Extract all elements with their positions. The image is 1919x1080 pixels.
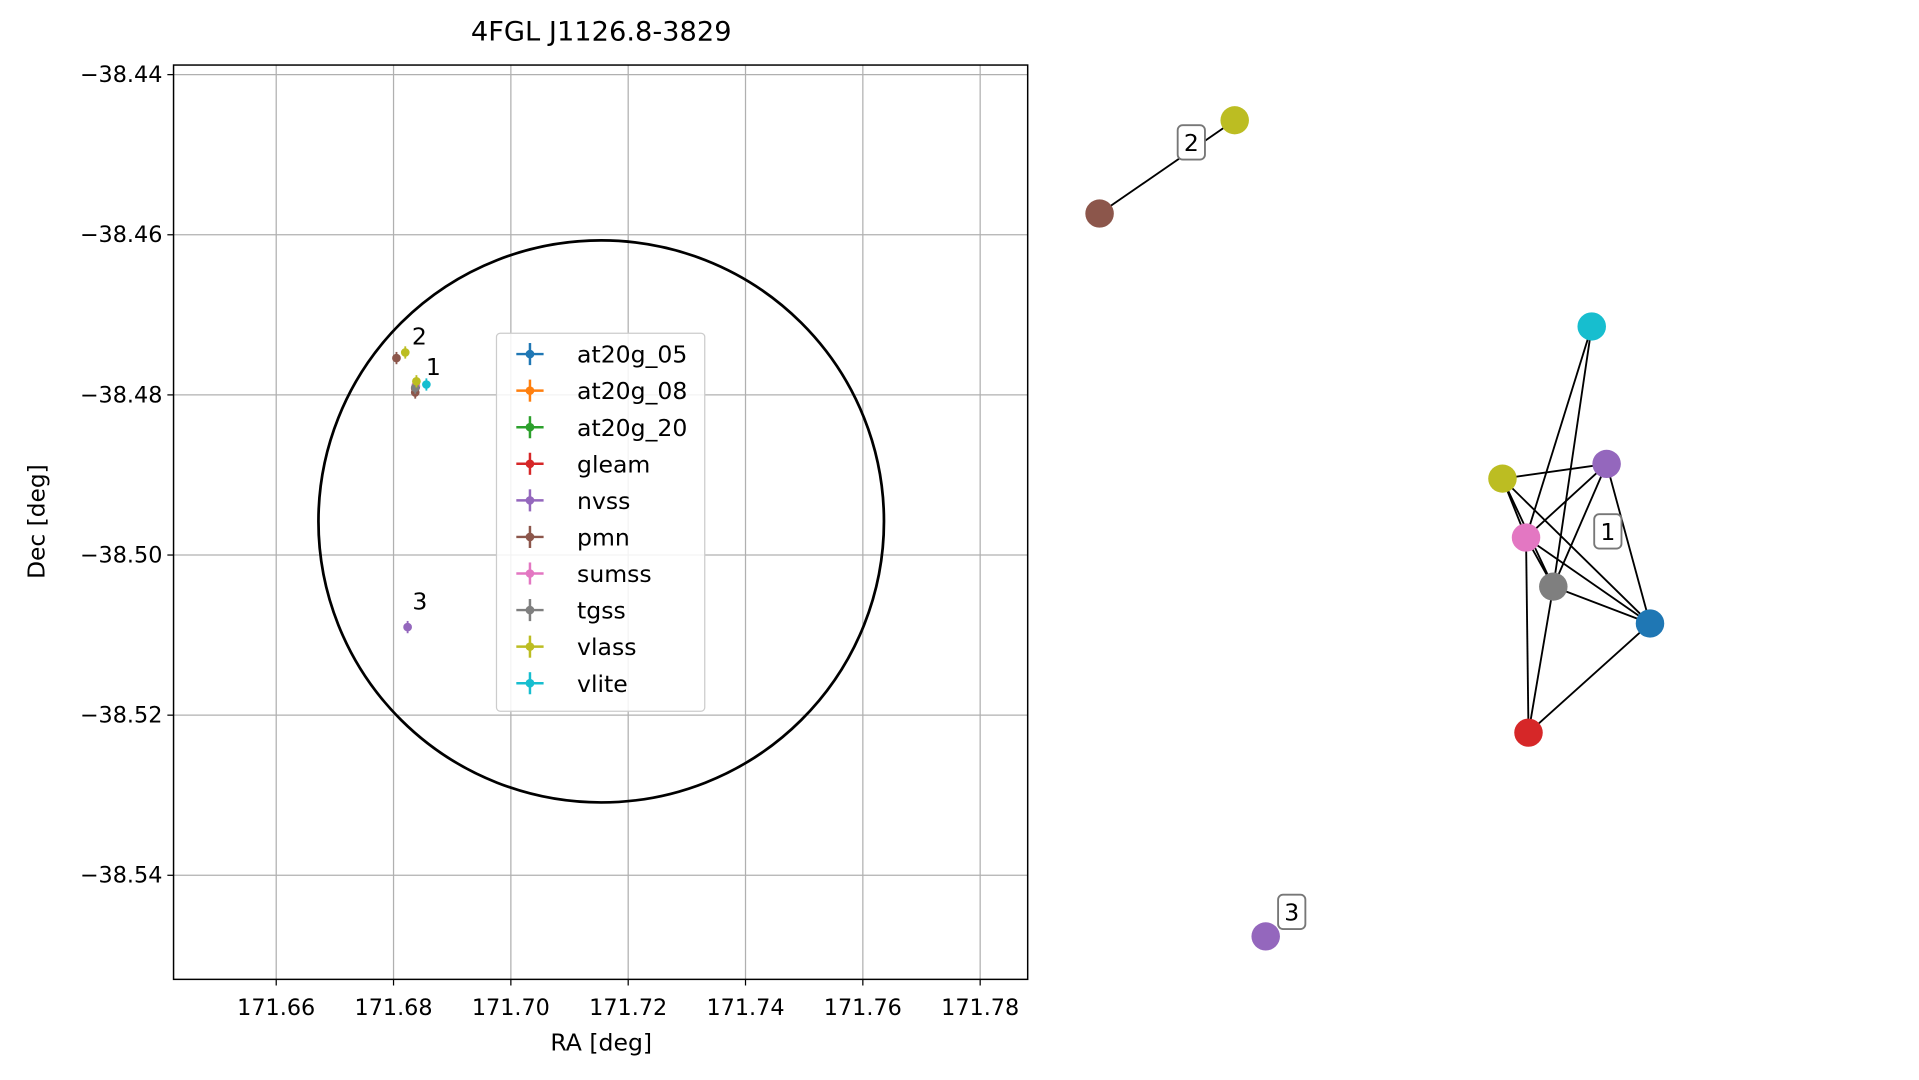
marker <box>400 348 410 357</box>
legend-label: vlite <box>577 670 628 698</box>
x-tick-label: 171.76 <box>824 995 902 1021</box>
legend-label: pmn <box>577 524 630 552</box>
plot-frame <box>172 64 1029 981</box>
graph-node <box>1085 199 1114 228</box>
annotation: 2 <box>412 323 427 351</box>
legend-frame <box>495 332 706 712</box>
marker <box>403 622 412 632</box>
graph-edge <box>1525 463 1608 539</box>
annotation: 3 <box>412 588 427 616</box>
legend-marker <box>525 422 535 432</box>
marker <box>392 353 401 363</box>
graph-node <box>1251 922 1280 951</box>
legend-label: gleam <box>577 450 650 478</box>
y-tick-label: −38.44 <box>80 62 163 88</box>
graph-edge <box>1552 326 1593 587</box>
y-axis-label: Dec [deg] <box>23 464 51 579</box>
y-tick-label: −38.52 <box>80 703 163 729</box>
legend-label: sumss <box>577 560 652 588</box>
source-point <box>403 620 412 634</box>
graph-label-box <box>1176 124 1206 161</box>
graph-node <box>1635 609 1665 638</box>
graph-node <box>1592 449 1621 479</box>
y-tick-label: −38.54 <box>80 863 163 889</box>
graph-edge <box>1605 463 1651 624</box>
legend-marker <box>525 678 535 688</box>
legend-marker <box>525 349 535 359</box>
graph-edge <box>1552 463 1608 587</box>
y-tick-label: −38.46 <box>80 222 163 248</box>
source-point <box>412 375 421 388</box>
graph-label: 3 <box>1284 899 1299 927</box>
chart-title: 4FGL J1126.8-3829 <box>471 17 732 48</box>
legend-marker <box>525 642 535 651</box>
marker <box>410 383 420 392</box>
graph-label: 1 <box>1600 518 1615 546</box>
legend-marker <box>525 496 535 505</box>
graph-edge <box>1501 477 1651 625</box>
graph-node <box>1511 523 1541 552</box>
source-point <box>400 346 410 359</box>
x-tick-label: 171.72 <box>589 995 667 1021</box>
graph-node <box>1514 718 1543 747</box>
graph-edge <box>1552 585 1651 625</box>
graph-node <box>1488 464 1517 493</box>
legend-marker <box>525 605 535 615</box>
y-tick-label: −38.50 <box>80 542 163 568</box>
legend-label: tgss <box>577 597 626 625</box>
legend-label: vlass <box>577 633 636 661</box>
graph-label-box <box>1277 893 1307 930</box>
marker <box>412 376 421 386</box>
graph-edge <box>1525 536 1651 625</box>
y-tick-label: −38.48 <box>80 382 163 408</box>
legend-marker <box>525 459 535 469</box>
source-point <box>392 351 401 365</box>
graph-node <box>1539 572 1568 601</box>
legend-label: at20g_05 <box>577 341 687 369</box>
graph-edge <box>1525 326 1593 538</box>
x-tick-label: 171.78 <box>941 995 1019 1021</box>
legend-marker <box>525 569 535 578</box>
x-tick-label: 171.68 <box>355 995 433 1021</box>
graph-node <box>1577 312 1606 341</box>
legend-label: nvss <box>577 487 630 515</box>
legend-label: at20g_20 <box>577 414 687 442</box>
marker <box>422 380 431 389</box>
x-tick-label: 171.70 <box>472 995 550 1021</box>
graph-edge <box>1525 537 1530 733</box>
localization-region <box>317 239 886 804</box>
graph-label-box <box>1593 513 1623 550</box>
legend-marker <box>525 532 535 542</box>
graph-edge <box>1527 586 1555 733</box>
x-tick-label: 171.74 <box>706 995 784 1021</box>
legend-label: at20g_08 <box>577 377 687 405</box>
source-point <box>422 378 431 391</box>
graph-node <box>1220 106 1249 135</box>
x-tick-label: 171.66 <box>237 995 315 1021</box>
annotation: 1 <box>426 353 441 381</box>
legend-marker <box>525 386 535 395</box>
graph-edge <box>1099 119 1236 215</box>
graph-edge <box>1502 462 1607 480</box>
graph-label: 2 <box>1184 129 1199 157</box>
x-axis-label: RA [deg] <box>550 1029 652 1057</box>
graph-edge <box>1527 622 1651 734</box>
